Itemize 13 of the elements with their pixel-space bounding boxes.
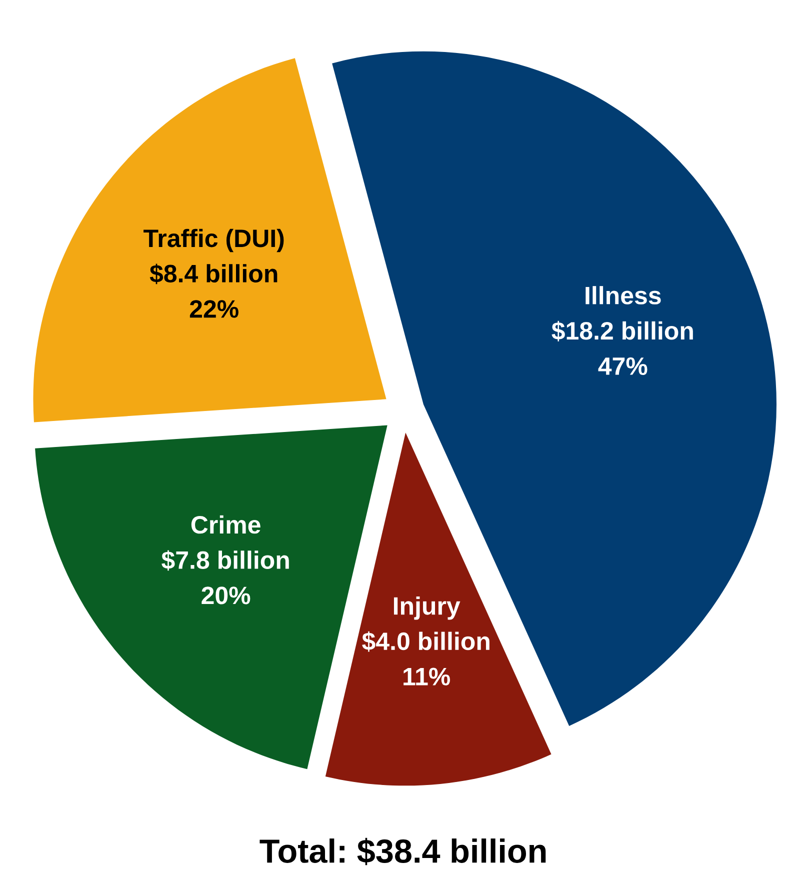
slice-label: Illness: [586, 286, 661, 304]
slice-label: Traffic (DUI): [144, 228, 284, 252]
text: 22%: [190, 300, 238, 318]
data-label: $8.4 billion: [150, 264, 278, 284]
data-label: $4.0 billion: [362, 631, 490, 652]
text: 47%: [598, 357, 648, 375]
text: 11%: [404, 668, 450, 686]
text: Total: $38.4 billion: [260, 838, 546, 866]
text: 20%: [202, 586, 250, 604]
slice-label: Crime: [191, 515, 260, 534]
data-label: $18.2 billion: [552, 320, 693, 342]
data-label: $7.8 billion: [162, 550, 289, 571]
slice-label: Injury: [394, 596, 460, 620]
